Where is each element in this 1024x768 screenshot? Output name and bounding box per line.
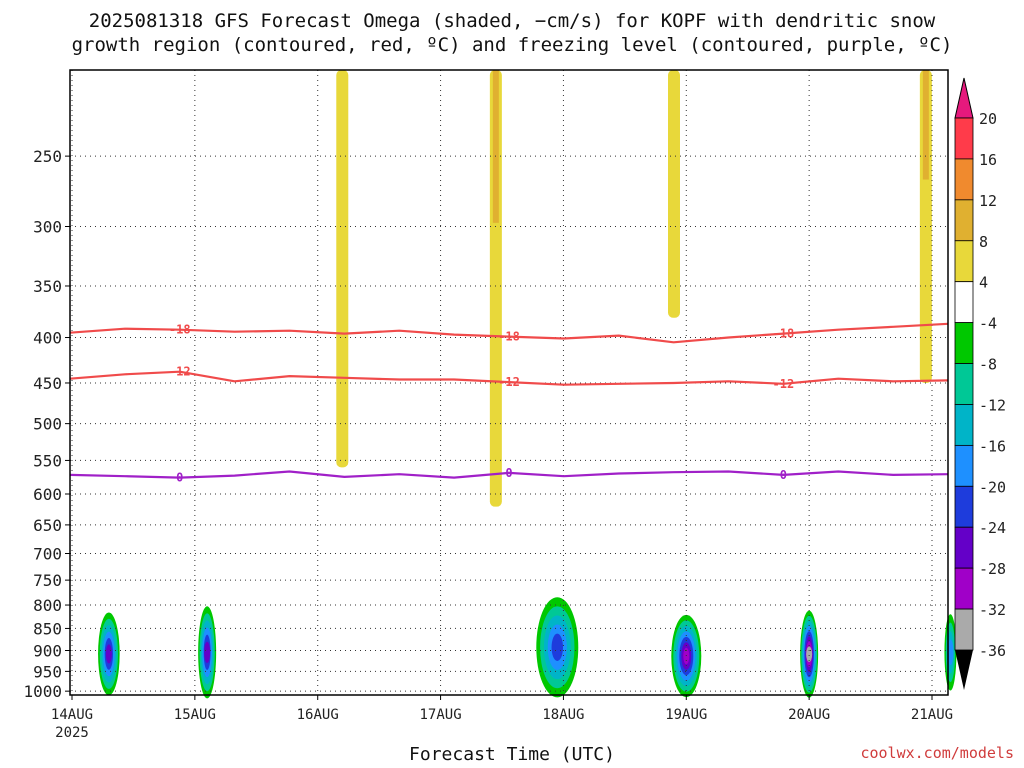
contour-1 [69, 370, 949, 386]
colorbar-swatch-2 [954, 199, 974, 242]
colorbar-swatch-6 [954, 363, 974, 405]
y-tick-label-600: 600 [33, 485, 62, 504]
x-tick-label-4: 18AUG [542, 707, 584, 723]
omega-shade-5-3 [947, 639, 954, 666]
colorbar-swatch-10 [954, 526, 974, 569]
chart-title-line-2: growth region (contoured, red, ºC) and f… [71, 34, 953, 56]
omega-pos-3-b [922, 70, 929, 180]
x-axis-title: Forecast Time (UTC) [409, 744, 615, 765]
y-tick-label-550: 550 [33, 451, 62, 470]
omega-shade-0-5 [105, 644, 112, 664]
colorbar-label-10: -24 [979, 519, 1006, 537]
x-tick-year-label: 2025 [55, 725, 89, 741]
y-tick-label-900: 900 [33, 641, 62, 660]
x-tick-label-3: 17AUG [419, 707, 461, 723]
contour-0 [69, 322, 949, 344]
colorbar-bottom-arrow [955, 650, 973, 690]
omega-pos-0-a [336, 70, 349, 468]
y-tick-label-350: 350 [33, 277, 62, 296]
contour-label-1-1: -12 [498, 375, 520, 389]
y-tick-label-750: 750 [33, 571, 62, 590]
colorbar-swatch-8 [954, 444, 974, 487]
colorbar-swatch-1 [954, 158, 974, 201]
omega-shade-2-4 [551, 633, 564, 661]
colorbar-label-4: 4 [979, 274, 988, 292]
credit-link[interactable]: coolwx.com/models [860, 744, 1014, 762]
contour-label-2-2: 0 [780, 468, 787, 482]
omega-shade-4-7 [806, 646, 813, 662]
contour-label-1-0: -12 [169, 365, 191, 379]
omega-shade-3-6 [683, 647, 690, 665]
colorbar-label-11: -28 [979, 560, 1006, 578]
x-tick-label-6: 20AUG [788, 707, 830, 723]
x-tick-label-5: 19AUG [665, 707, 707, 723]
contour-label-0-1: -18 [498, 330, 520, 344]
y-tick-label-800: 800 [33, 596, 62, 615]
y-tick-label-400: 400 [33, 329, 62, 348]
x-tick-label-2: 16AUG [297, 707, 339, 723]
colorbar-swatch-4 [954, 281, 974, 324]
omega-shade-1-5 [204, 641, 211, 663]
y-tick-label-700: 700 [33, 545, 62, 564]
omega-pos-1-b [492, 70, 499, 223]
colorbar-label-1: 16 [979, 151, 997, 169]
contour-label-2-1: 0 [505, 466, 512, 480]
y-tick-label-950: 950 [33, 662, 62, 681]
y-tick-label-650: 650 [33, 516, 62, 535]
colorbar-label-9: -20 [979, 478, 1006, 496]
colorbar-swatch-3 [954, 240, 974, 283]
contour-label-1-2: -12 [773, 377, 795, 391]
contour-label-0-2: -18 [773, 327, 795, 341]
contour-label-0-0: -18 [169, 323, 191, 337]
colorbar-swatch-12 [954, 608, 974, 651]
colorbar-label-2: 12 [979, 192, 997, 210]
colorbar-label-13: -36 [979, 642, 1006, 660]
colorbar-label-0: 20 [979, 110, 997, 128]
colorbar-label-12: -32 [979, 601, 1006, 619]
x-tick-label-7: 21AUG [911, 707, 953, 723]
colorbar-swatch-5 [954, 322, 974, 364]
y-tick-label-450: 450 [33, 374, 62, 393]
x-tick-label-1: 15AUG [174, 707, 216, 723]
y-tick-label-850: 850 [33, 619, 62, 638]
y-tick-label-250: 250 [33, 147, 62, 166]
colorbar-top-arrow [954, 77, 974, 119]
colorbar-label-3: 8 [979, 233, 988, 251]
colorbar-label-6: -8 [979, 356, 997, 374]
x-tick-label-0: 14AUG [51, 707, 93, 723]
chart-title-line-1: 2025081318 GFS Forecast Omega (shaded, −… [88, 10, 936, 32]
colorbar-swatch-9 [954, 485, 974, 528]
colorbar-label-8: -16 [979, 437, 1006, 455]
y-tick-label-500: 500 [33, 415, 62, 434]
contour-label-2-0: 0 [176, 471, 183, 485]
y-tick-label-300: 300 [33, 217, 62, 236]
y-tick-label-1000: 1000 [23, 682, 62, 701]
colorbar-swatch-7 [954, 404, 974, 446]
colorbar-swatch-11 [954, 567, 974, 610]
contour-2 [69, 470, 949, 479]
colorbar-label-7: -12 [979, 396, 1006, 414]
colorbar-swatch-0 [954, 117, 974, 160]
colorbar-label-5: -4 [979, 315, 997, 333]
omega-pos-2-a [668, 70, 680, 318]
